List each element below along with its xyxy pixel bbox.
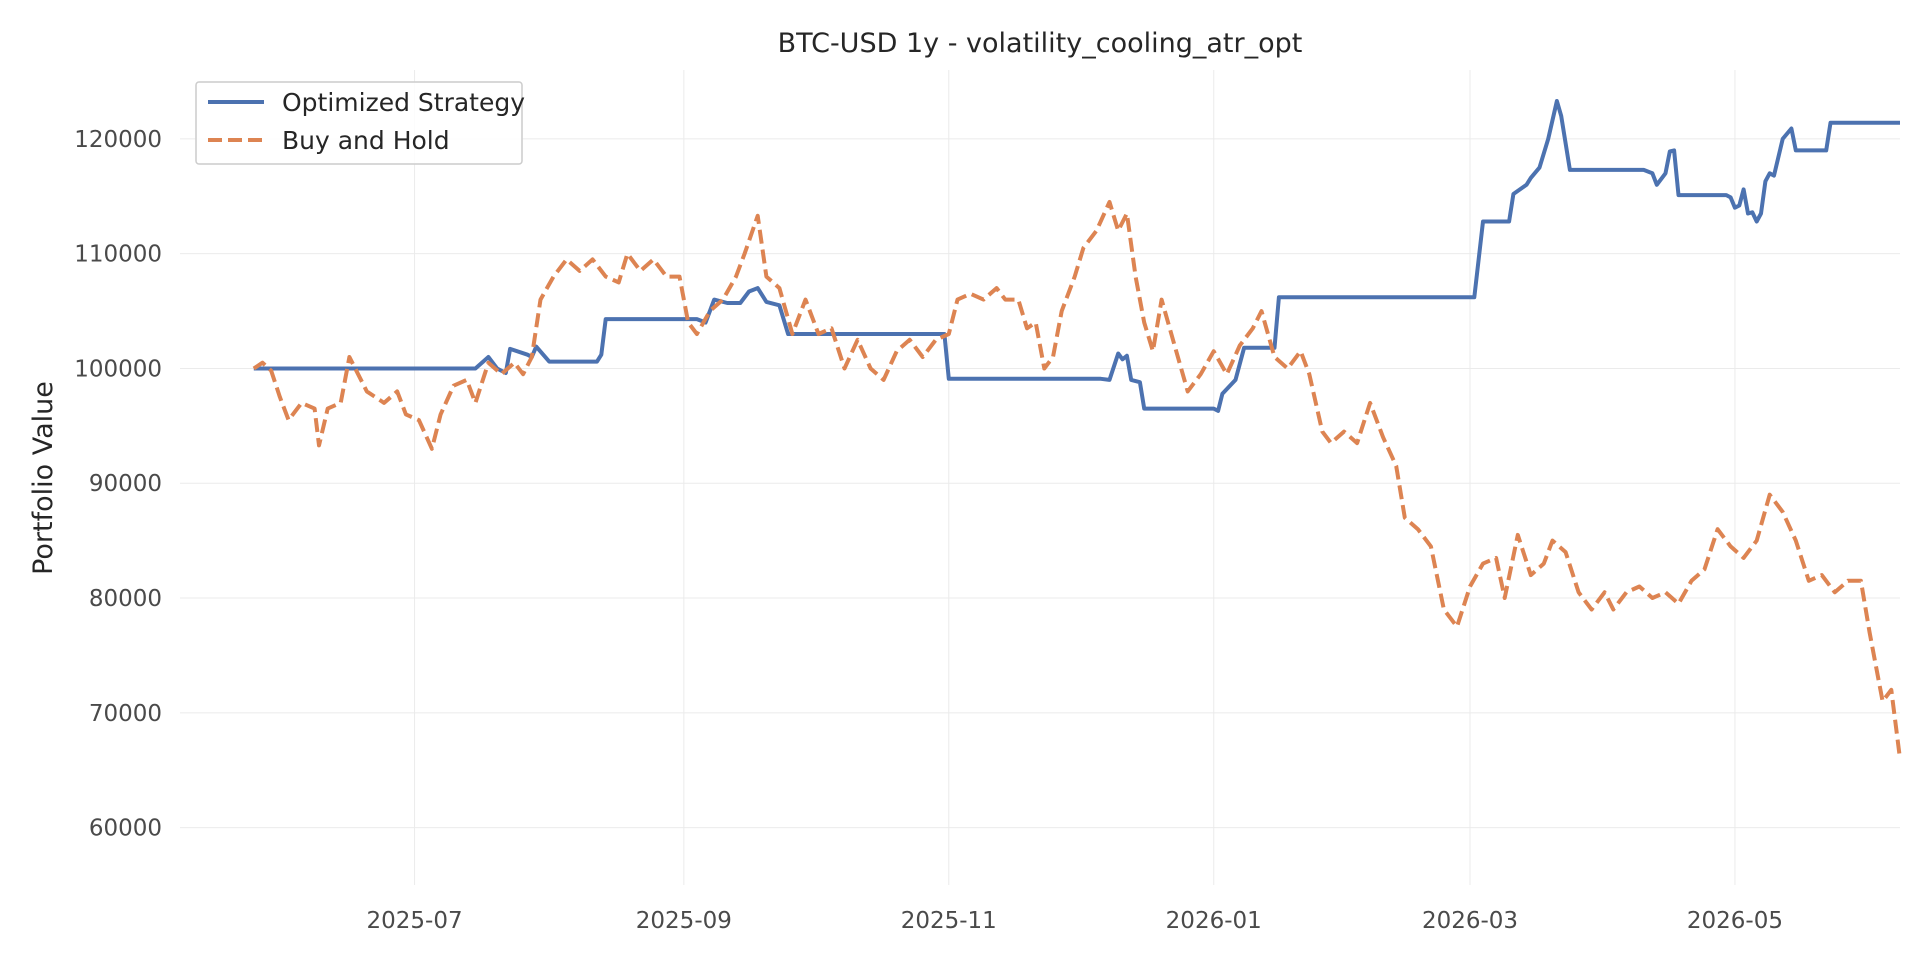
x-tick-label: 2026-05	[1687, 908, 1783, 934]
y-tick-label: 80000	[89, 586, 162, 612]
legend-label-optimized-strategy: Optimized Strategy	[282, 88, 525, 117]
chart-title: BTC-USD 1y - volatility_cooling_atr_opt	[778, 28, 1303, 59]
x-tick-label: 2026-03	[1422, 908, 1518, 934]
legend: Optimized Strategy Buy and Hold	[195, 81, 525, 165]
legend-box	[195, 81, 523, 165]
y-tick-label: 100000	[74, 356, 162, 382]
y-tick-label: 120000	[74, 127, 162, 153]
series-layer	[252, 99, 1902, 759]
tick-labels: 60000 70000 80000 90000 100000 110000 120000 20…	[74, 127, 1783, 934]
x-tick-label: 2025-09	[636, 908, 732, 934]
y-tick-label: 90000	[89, 471, 162, 497]
series-line-buy-and-hold	[252, 200, 1902, 759]
y-tick-label: 70000	[89, 701, 162, 727]
y-axis-label: Portfolio Value	[28, 381, 59, 575]
x-tick-label: 2025-11	[901, 908, 997, 934]
legend-label-buy-and-hold: Buy and Hold	[282, 126, 450, 155]
x-tick-label: 2025-07	[366, 908, 462, 934]
y-tick-label: 60000	[89, 816, 162, 842]
x-tick-label: 2026-01	[1166, 908, 1262, 934]
grid	[180, 70, 1900, 885]
y-tick-label: 110000	[74, 242, 162, 268]
